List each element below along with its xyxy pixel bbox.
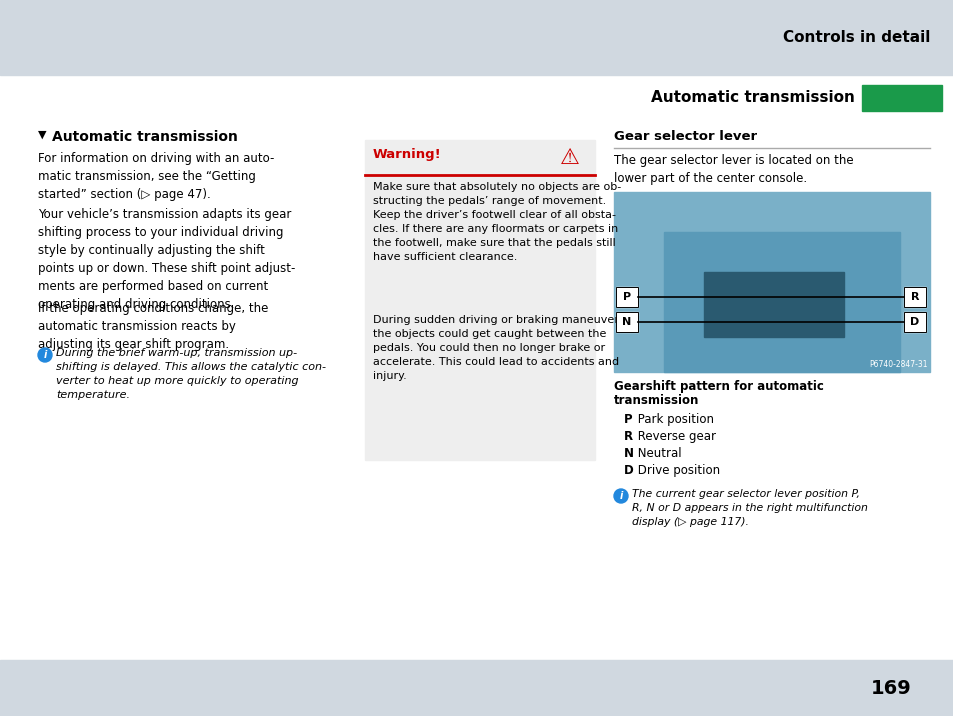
Bar (903, 312, 925, 332)
Text: P: P (623, 413, 632, 426)
Text: ⚠: ⚠ (559, 148, 579, 168)
Text: R: R (623, 430, 633, 443)
Bar (616, 312, 638, 332)
Text: Warning!: Warning! (373, 148, 441, 161)
Text: The gear selector lever is located on the
lower part of the center console.: The gear selector lever is located on th… (614, 154, 853, 185)
Text: R: R (910, 292, 919, 302)
Text: 169: 169 (870, 679, 911, 697)
Bar (614, 192, 929, 372)
Text: transmission: transmission (614, 394, 699, 407)
Text: Gearshift pattern for automatic: Gearshift pattern for automatic (614, 380, 823, 393)
Bar (903, 312, 925, 332)
Circle shape (38, 348, 52, 362)
Bar (0, 0, 953, 75)
Text: D: D (623, 464, 633, 477)
Text: i: i (618, 491, 622, 501)
Text: During sudden driving or braking maneuvers
the objects could get caught between : During sudden driving or braking maneuve… (373, 315, 624, 381)
Text: Reverse gear: Reverse gear (634, 430, 716, 443)
Text: If the operating conditions change, the
automatic transmission reacts by
adjusti: If the operating conditions change, the … (38, 302, 268, 351)
Bar (616, 287, 638, 307)
Text: Automatic transmission: Automatic transmission (651, 90, 854, 105)
Text: Controls in detail: Controls in detail (781, 31, 929, 46)
Circle shape (614, 489, 627, 503)
Text: Make sure that absolutely no objects are ob-
structing the pedals’ range of move: Make sure that absolutely no objects are… (373, 182, 620, 262)
Text: P6740-2847-31: P6740-2847-31 (868, 360, 927, 369)
Text: Neutral: Neutral (634, 447, 680, 460)
Bar (903, 287, 925, 307)
Text: N: N (621, 317, 631, 327)
Bar (703, 272, 843, 337)
Bar (0, 660, 953, 716)
Text: Gear selector lever: Gear selector lever (614, 130, 757, 143)
Text: P: P (622, 292, 630, 302)
Text: The current gear selector lever position P,
R, N or D appears in the right multi: The current gear selector lever position… (631, 489, 867, 527)
Bar (903, 287, 925, 307)
Bar (862, 85, 941, 111)
Bar (365, 140, 595, 460)
Bar (616, 287, 638, 307)
Text: Your vehicle’s transmission adapts its gear
shifting process to your individual : Your vehicle’s transmission adapts its g… (38, 208, 295, 311)
Text: i: i (43, 350, 47, 360)
Text: ▼: ▼ (38, 130, 47, 140)
Text: D: D (909, 317, 919, 327)
Bar (616, 312, 638, 332)
Bar (663, 232, 899, 372)
Text: N: N (623, 447, 634, 460)
Text: Park position: Park position (634, 413, 713, 426)
Text: Drive position: Drive position (634, 464, 720, 477)
Text: For information on driving with an auto-
matic transmission, see the “Getting
st: For information on driving with an auto-… (38, 152, 274, 201)
Text: Automatic transmission: Automatic transmission (52, 130, 237, 144)
Text: During the brief warm-up, transmission up-
shifting is delayed. This allows the : During the brief warm-up, transmission u… (56, 348, 326, 400)
